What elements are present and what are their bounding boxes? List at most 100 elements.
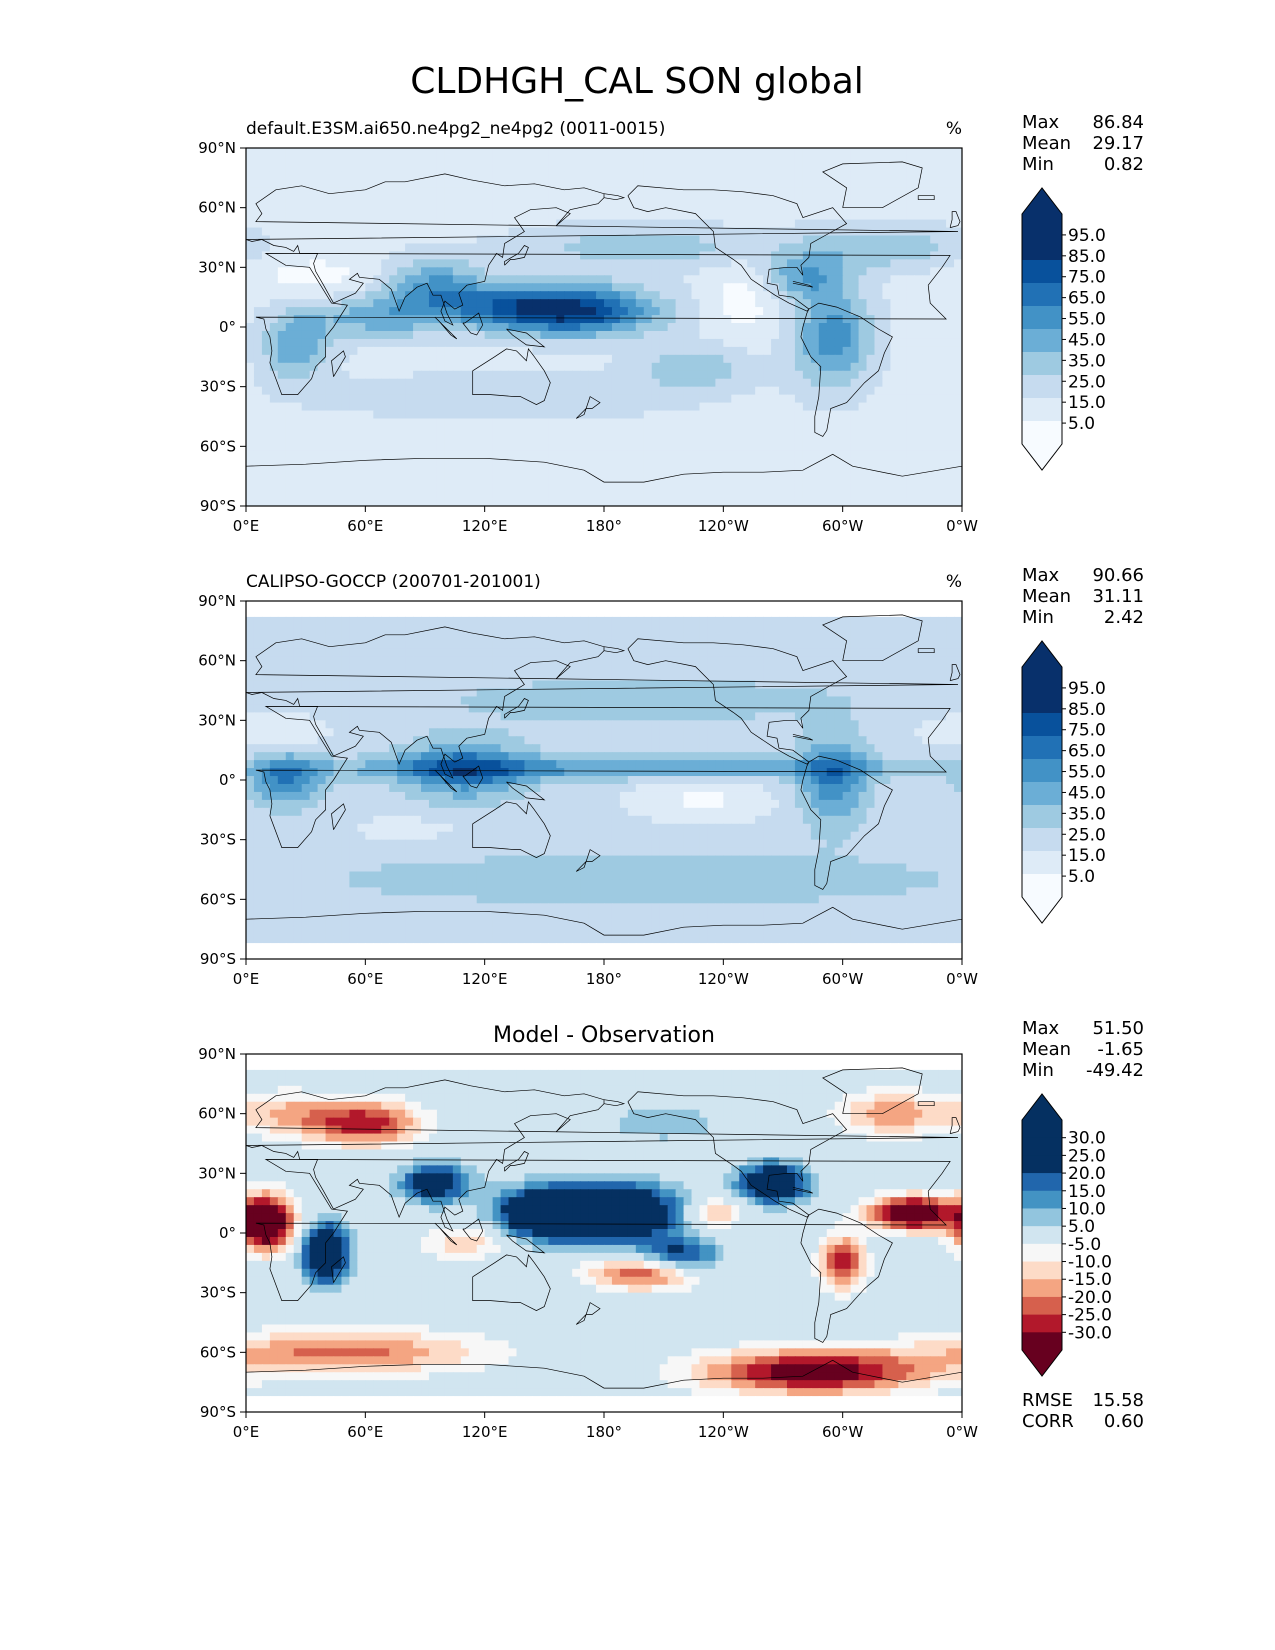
field-cell bbox=[747, 259, 756, 268]
field-cell bbox=[301, 466, 311, 475]
field-cell bbox=[779, 640, 788, 650]
field-cell bbox=[277, 624, 287, 634]
field-cell bbox=[484, 291, 494, 300]
field-cell bbox=[516, 482, 526, 491]
field-cell bbox=[540, 601, 549, 610]
field-cell bbox=[452, 434, 462, 443]
field-cell bbox=[739, 323, 748, 332]
field-cell bbox=[763, 235, 772, 245]
field-cell bbox=[373, 299, 382, 308]
field-cell bbox=[516, 179, 526, 189]
field-cell bbox=[890, 418, 899, 428]
field-cell bbox=[699, 179, 709, 189]
field-cell bbox=[826, 386, 836, 396]
field-cell bbox=[858, 458, 868, 467]
field-cell bbox=[611, 171, 621, 181]
field-cell bbox=[253, 466, 263, 475]
field-cell bbox=[747, 346, 756, 356]
field-cell bbox=[691, 323, 701, 332]
field-cell bbox=[428, 458, 438, 467]
field-cell bbox=[850, 330, 860, 340]
field-cell bbox=[428, 386, 438, 396]
field-cell bbox=[699, 648, 709, 658]
field-cell bbox=[898, 163, 907, 173]
field-cell bbox=[810, 346, 820, 356]
field-cell bbox=[365, 299, 374, 308]
field-cell bbox=[269, 330, 279, 340]
field-cell bbox=[460, 640, 470, 650]
field-cell bbox=[596, 315, 605, 324]
field-cell bbox=[675, 450, 685, 459]
field-cell bbox=[428, 307, 438, 316]
field-cell bbox=[771, 394, 780, 404]
field-cell bbox=[922, 474, 931, 483]
field-cell bbox=[373, 195, 382, 205]
field-cell bbox=[492, 418, 502, 428]
field-cell bbox=[357, 291, 366, 300]
field-cell bbox=[890, 267, 899, 276]
field-cell bbox=[619, 211, 629, 221]
field-cell bbox=[946, 608, 955, 618]
field-cell bbox=[540, 148, 549, 157]
field-cell bbox=[277, 616, 287, 626]
field-cell bbox=[301, 442, 311, 451]
field-cell bbox=[389, 450, 398, 459]
field-cell bbox=[683, 171, 693, 181]
field-cell bbox=[269, 656, 279, 666]
field-cell bbox=[946, 203, 955, 213]
field-cell bbox=[946, 656, 955, 666]
field-cell bbox=[516, 426, 526, 435]
field-cell bbox=[580, 243, 589, 253]
field-cell bbox=[826, 267, 836, 276]
field-cell bbox=[898, 307, 907, 316]
field-cell bbox=[309, 235, 319, 245]
field-cell bbox=[954, 338, 962, 348]
field-cell bbox=[596, 291, 605, 300]
field-cell bbox=[850, 370, 860, 380]
field-cell bbox=[691, 195, 701, 205]
field-cell bbox=[460, 307, 470, 316]
field-cell bbox=[397, 259, 406, 268]
field-cell bbox=[707, 155, 716, 165]
field-cell bbox=[643, 386, 653, 396]
field-cell bbox=[651, 283, 661, 292]
field-cell bbox=[588, 632, 597, 642]
field-cell bbox=[381, 394, 390, 404]
field-cell bbox=[930, 291, 939, 300]
field-cell bbox=[261, 323, 271, 332]
field-cell bbox=[938, 474, 947, 483]
field-cell bbox=[357, 490, 366, 499]
field-cell bbox=[285, 402, 295, 412]
field-cell bbox=[564, 179, 573, 189]
field-cell bbox=[627, 203, 637, 213]
field-cell bbox=[691, 330, 701, 340]
field-cell bbox=[627, 235, 637, 245]
field-cell bbox=[890, 482, 899, 491]
field-cell bbox=[325, 490, 335, 499]
field-cell bbox=[580, 259, 589, 268]
field-cell bbox=[293, 338, 303, 348]
field-cell bbox=[269, 251, 279, 260]
field-cell bbox=[635, 315, 645, 324]
field-cell bbox=[389, 601, 398, 610]
field-cell bbox=[460, 402, 470, 412]
field-cell bbox=[842, 498, 852, 506]
field-cell bbox=[779, 354, 788, 364]
field-cell bbox=[858, 434, 868, 443]
field-cell bbox=[651, 354, 661, 364]
field-cell bbox=[317, 299, 327, 308]
field-cell bbox=[643, 624, 653, 634]
field-cell bbox=[858, 155, 868, 165]
field-cell bbox=[635, 434, 645, 443]
field-cell bbox=[588, 283, 597, 292]
field-cell bbox=[540, 648, 549, 658]
field-cell bbox=[588, 498, 597, 506]
field-cell bbox=[946, 640, 955, 650]
field-cell bbox=[858, 195, 868, 205]
field-cell bbox=[627, 243, 637, 253]
field-cell bbox=[293, 346, 303, 356]
field-cell bbox=[301, 656, 311, 666]
field-cell bbox=[516, 251, 526, 260]
field-cell bbox=[930, 163, 939, 173]
field-cell bbox=[866, 608, 876, 618]
